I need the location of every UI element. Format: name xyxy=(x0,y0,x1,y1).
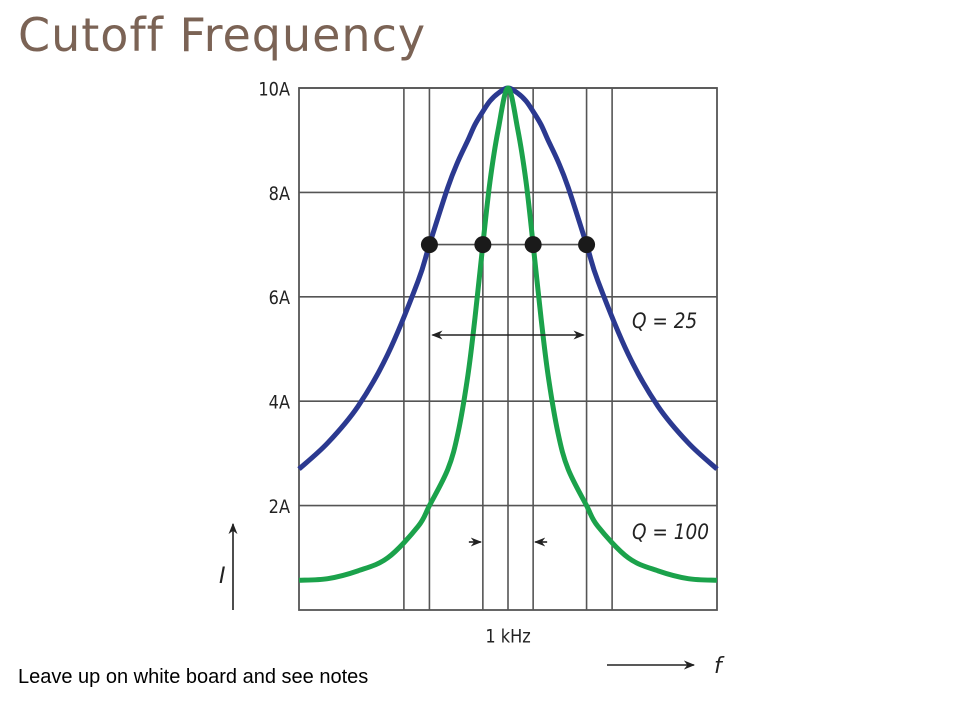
half-power-point xyxy=(524,236,542,254)
x-axis-label: f xyxy=(714,654,725,679)
series-label: Q = 100 xyxy=(632,520,709,544)
slide-title: Cutoff Frequency xyxy=(18,8,427,62)
y-tick-label: 6A xyxy=(269,288,290,310)
footnote: Leave up on white board and see notes xyxy=(18,666,369,688)
line-series xyxy=(298,85,718,583)
half-power-point xyxy=(474,236,492,254)
y-tick-label: 2A xyxy=(269,497,290,519)
x-tick-label: 1 kHz xyxy=(485,626,530,648)
series-label: Q = 25 xyxy=(632,309,697,333)
y-axis-label: I xyxy=(219,564,226,589)
y-tick-label: 8A xyxy=(269,184,290,206)
y-tick-label: 10A xyxy=(258,79,290,101)
y-tick-label: 4A xyxy=(269,392,290,414)
half-power-point xyxy=(420,236,438,254)
half-power-point xyxy=(578,236,596,254)
